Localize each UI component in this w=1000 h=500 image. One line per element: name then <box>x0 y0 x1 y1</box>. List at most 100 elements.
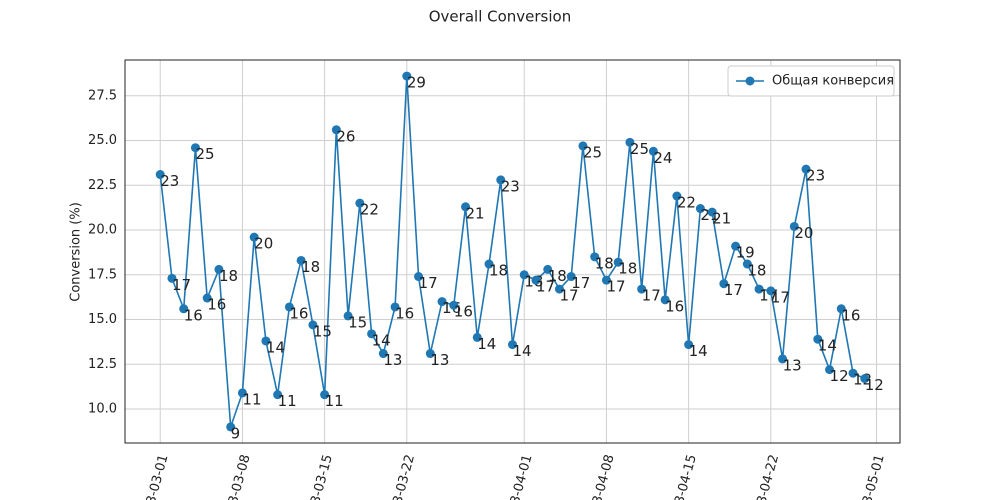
data-label: 21 <box>712 210 731 228</box>
data-label: 23 <box>806 167 825 185</box>
data-label: 11 <box>242 390 261 408</box>
data-point <box>707 207 717 217</box>
data-label: 18 <box>747 262 766 280</box>
data-label: 25 <box>630 140 649 158</box>
data-label: 16 <box>395 304 414 322</box>
data-point <box>331 125 341 135</box>
data-point <box>590 252 600 262</box>
data-point <box>613 257 623 267</box>
data-label: 14 <box>689 342 708 360</box>
data-point <box>425 349 435 359</box>
data-point <box>848 368 858 378</box>
data-label: 20 <box>254 235 273 253</box>
data-point <box>402 71 412 81</box>
data-label: 17 <box>419 274 438 292</box>
data-point <box>813 334 823 344</box>
data-label: 17 <box>172 276 191 294</box>
data-point <box>543 264 553 274</box>
data-point <box>836 304 846 314</box>
data-label: 14 <box>513 342 532 360</box>
data-label: 25 <box>583 143 602 161</box>
plot-frame <box>124 59 901 444</box>
data-label: 16 <box>289 304 308 322</box>
data-label: 14 <box>266 338 285 356</box>
data-point <box>637 284 647 294</box>
data-point <box>660 295 670 305</box>
data-point <box>625 137 635 147</box>
data-label: 18 <box>301 258 320 276</box>
chart-title: Overall Conversion <box>429 8 571 26</box>
data-point <box>155 170 165 180</box>
data-label: 16 <box>454 303 473 321</box>
data-label: 18 <box>219 267 238 285</box>
data-point <box>261 336 271 346</box>
data-point <box>554 284 564 294</box>
data-label: 11 <box>325 392 344 410</box>
data-point <box>190 143 200 153</box>
data-label: 17 <box>559 287 578 305</box>
data-point <box>684 340 694 350</box>
y-tick-label: 27.5 <box>88 88 117 103</box>
data-point <box>601 275 611 285</box>
data-point <box>273 390 283 400</box>
data-point <box>414 272 424 282</box>
data-label: 14 <box>477 335 496 353</box>
data-label: 23 <box>501 177 520 195</box>
data-point <box>249 232 259 242</box>
data-label: 15 <box>313 322 332 340</box>
data-label: 17 <box>642 287 661 305</box>
data-point <box>437 297 447 307</box>
data-label: 19 <box>736 244 755 262</box>
data-point <box>355 198 365 208</box>
data-label: 21 <box>466 204 485 222</box>
data-label: 24 <box>653 149 672 167</box>
data-label: 16 <box>207 296 226 314</box>
data-point <box>860 374 870 384</box>
data-label: 17 <box>771 288 790 306</box>
data-point <box>778 354 788 364</box>
data-point <box>237 388 247 398</box>
y-tick-label: 12.5 <box>88 357 117 372</box>
data-point <box>754 284 764 294</box>
y-tick-label: 15.0 <box>88 312 117 327</box>
y-tick-label: 25.0 <box>88 133 117 148</box>
data-label: 13 <box>383 351 402 369</box>
data-label: 17 <box>606 278 625 296</box>
data-point <box>578 141 588 151</box>
data-label: 29 <box>407 74 426 92</box>
data-point <box>320 390 330 400</box>
data-label: 18 <box>548 267 567 285</box>
y-tick-label: 20.0 <box>88 223 117 238</box>
data-label: 18 <box>489 262 508 280</box>
data-label: 17 <box>536 278 555 296</box>
data-label: 16 <box>184 306 203 324</box>
data-label: 20 <box>794 224 813 242</box>
y-tick-label: 22.5 <box>88 178 117 193</box>
data-point <box>508 340 517 350</box>
data-label: 22 <box>677 194 696 212</box>
data-label: 17 <box>571 274 590 292</box>
data-point <box>531 275 541 285</box>
data-point <box>731 241 741 251</box>
data-point <box>766 286 776 296</box>
data-label: 25 <box>195 145 214 163</box>
data-label: 15 <box>348 313 367 331</box>
data-point <box>496 175 506 185</box>
data-point <box>202 293 212 303</box>
data-point <box>519 270 529 280</box>
data-point <box>461 202 471 212</box>
data-point <box>484 259 494 269</box>
data-point <box>449 300 459 310</box>
y-axis-label: Conversion (%) <box>69 202 84 302</box>
data-point <box>825 365 835 375</box>
data-label: 14 <box>372 331 391 349</box>
data-label: 12 <box>865 376 884 394</box>
data-label: 13 <box>783 356 802 374</box>
data-label: 22 <box>360 201 379 219</box>
data-point <box>284 302 294 312</box>
data-point <box>390 302 400 312</box>
data-point <box>672 191 682 201</box>
data-label: 11 <box>278 392 297 410</box>
data-point <box>801 164 811 174</box>
